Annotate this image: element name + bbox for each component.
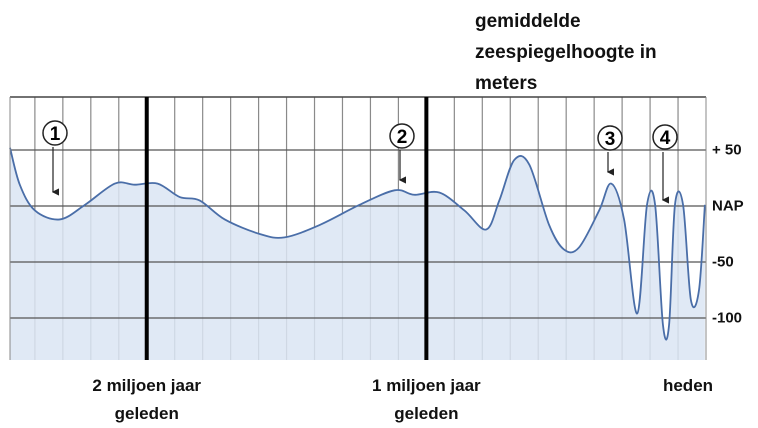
data-line (9, 147, 706, 341)
annotation-text: 4 (660, 128, 671, 149)
annotation-text: 3 (605, 129, 616, 150)
annotation-circle (42, 120, 68, 146)
y-axis-label: gemiddelde zeespiegelhoogte in meters (475, 11, 657, 94)
annotation-circle (597, 125, 623, 151)
y-tick-label: -100 (712, 309, 743, 327)
y-tick-label: + 50 (712, 141, 742, 159)
x-tick-label: heden (662, 376, 714, 395)
annotation-circle (389, 123, 415, 149)
annotation-circle (652, 124, 678, 150)
annotation-text: 1 (50, 124, 61, 145)
y-tick-label: NAP (712, 197, 744, 215)
x-tick-label: 2 miljoen jaar geleden (92, 376, 202, 423)
annotation-text: 2 (397, 127, 408, 148)
y-tick-label: -50 (712, 253, 734, 271)
area-fill (10, 147, 705, 360)
x-tick-label: 1 miljoen jaar geleden (372, 376, 481, 423)
